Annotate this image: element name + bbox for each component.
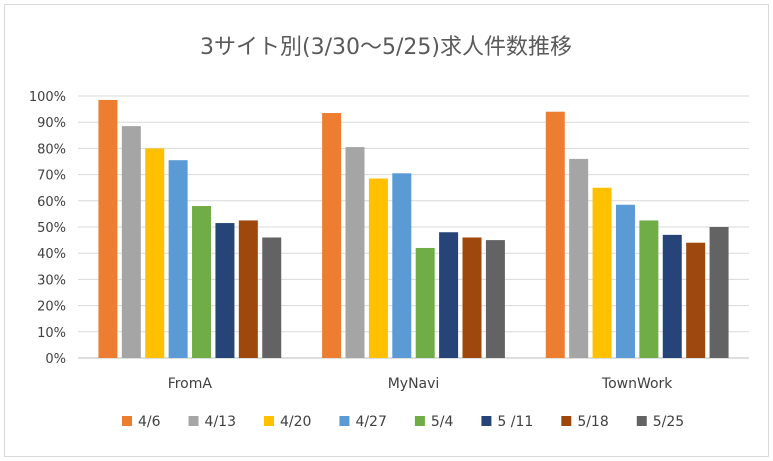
y-tick-label: 10% bbox=[37, 326, 66, 341]
y-tick-label: 30% bbox=[37, 273, 66, 288]
x-category-label: TownWork bbox=[601, 376, 673, 392]
bar-townwork-3 bbox=[615, 204, 635, 358]
legend-swatch bbox=[481, 416, 492, 426]
legend-swatch bbox=[263, 416, 274, 426]
x-axis: FromA MyNavi TownWork bbox=[168, 376, 674, 392]
legend-swatch bbox=[414, 416, 425, 426]
bar-froma-2 bbox=[145, 148, 165, 358]
legend-label: 4/6 bbox=[138, 414, 161, 430]
legend-swatch bbox=[561, 416, 572, 426]
legend-label: 5 /11 bbox=[497, 414, 533, 430]
gridlines bbox=[78, 95, 749, 359]
bar-townwork-7 bbox=[709, 227, 729, 358]
bar-froma-7 bbox=[262, 237, 282, 358]
x-category-label: MyNavi bbox=[388, 376, 440, 392]
y-tick-label: 80% bbox=[37, 142, 66, 157]
bar-froma-3 bbox=[168, 160, 188, 358]
bar-townwork-6 bbox=[686, 242, 706, 358]
bar-mynavi-4 bbox=[415, 247, 435, 358]
bars bbox=[98, 99, 729, 359]
y-tick-label: 20% bbox=[37, 300, 66, 315]
legend-label: 4/20 bbox=[280, 414, 311, 430]
bar-townwork-5 bbox=[662, 234, 682, 358]
legend-label: 5/4 bbox=[431, 414, 454, 430]
bar-froma-1 bbox=[121, 126, 141, 358]
bar-mynavi-7 bbox=[485, 240, 505, 358]
y-tick-label: 50% bbox=[37, 221, 66, 236]
bar-townwork-4 bbox=[639, 220, 659, 358]
y-tick-label: 90% bbox=[37, 116, 66, 131]
legend-label: 4/27 bbox=[355, 414, 386, 430]
chart-title: 3サイト別(3/30～5/25)求人件数推移 bbox=[200, 35, 572, 60]
bar-mynavi-3 bbox=[392, 173, 412, 358]
x-category-label: FromA bbox=[168, 376, 213, 392]
bar-townwork-0 bbox=[545, 111, 565, 358]
legend-label: 5/18 bbox=[577, 414, 608, 430]
bar-mynavi-6 bbox=[462, 237, 482, 358]
legend-swatch bbox=[339, 416, 350, 426]
y-tick-label: 0% bbox=[45, 352, 66, 367]
bar-froma-6 bbox=[238, 220, 258, 358]
legend-label: 5/25 bbox=[653, 414, 684, 430]
bar-mynavi-1 bbox=[345, 147, 365, 358]
legend-swatch bbox=[122, 416, 132, 426]
bar-mynavi-5 bbox=[439, 232, 459, 358]
y-tick-label: 100% bbox=[29, 90, 66, 105]
legend-swatch bbox=[188, 416, 199, 426]
legend-label: 4/13 bbox=[205, 414, 236, 430]
bar-mynavi-2 bbox=[368, 178, 388, 358]
bar-mynavi-0 bbox=[322, 113, 342, 358]
bar-townwork-1 bbox=[569, 158, 589, 358]
legend: 4/6 4/13 4/20 4/27 5/4 5 /11 5/18 5/25 bbox=[122, 414, 684, 430]
bar-townwork-2 bbox=[592, 187, 612, 358]
legend-swatch bbox=[636, 416, 647, 426]
bar-froma-4 bbox=[192, 206, 212, 358]
y-axis: 0% 10% 20% 30% 40% 50% 60% 70% 80% 90% 100% bbox=[29, 90, 66, 367]
y-tick-label: 60% bbox=[37, 195, 66, 210]
y-tick-label: 70% bbox=[37, 169, 66, 184]
bar-froma-0 bbox=[98, 99, 118, 359]
y-tick-label: 40% bbox=[37, 247, 66, 262]
bar-froma-5 bbox=[215, 223, 235, 358]
